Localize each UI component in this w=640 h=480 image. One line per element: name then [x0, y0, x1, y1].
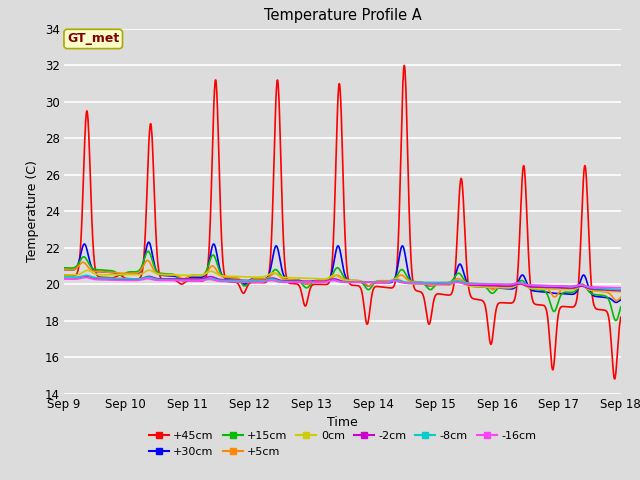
+45cm: [268, 215, 276, 221]
-2cm: [60, 276, 68, 282]
-8cm: [92, 275, 100, 280]
+5cm: [144, 258, 152, 264]
+45cm: [617, 314, 625, 320]
Line: +5cm: +5cm: [64, 261, 621, 300]
0cm: [440, 282, 448, 288]
-2cm: [83, 273, 91, 279]
Line: +30cm: +30cm: [64, 242, 621, 302]
+30cm: [440, 282, 448, 288]
+15cm: [60, 265, 68, 271]
Line: +45cm: +45cm: [64, 65, 621, 379]
+30cm: [617, 297, 625, 303]
-8cm: [82, 273, 90, 278]
+45cm: [440, 292, 448, 298]
+15cm: [92, 266, 100, 272]
+15cm: [179, 277, 187, 283]
+30cm: [291, 277, 298, 283]
0cm: [145, 267, 153, 273]
Line: -2cm: -2cm: [64, 276, 621, 291]
+45cm: [287, 281, 295, 287]
+5cm: [269, 271, 276, 277]
+30cm: [145, 240, 153, 245]
-2cm: [291, 278, 298, 284]
0cm: [617, 289, 625, 295]
+5cm: [60, 267, 68, 273]
-16cm: [617, 285, 625, 291]
+15cm: [145, 249, 152, 254]
-8cm: [291, 279, 298, 285]
Legend: +45cm, +30cm, +15cm, +5cm, 0cm, -2cm, -8cm, -16cm: +45cm, +30cm, +15cm, +5cm, 0cm, -2cm, -8…: [145, 426, 540, 461]
+30cm: [60, 267, 68, 273]
Line: +15cm: +15cm: [64, 252, 621, 321]
+45cm: [611, 376, 618, 382]
Text: GT_met: GT_met: [67, 33, 119, 46]
+5cm: [179, 276, 187, 282]
-8cm: [617, 287, 625, 292]
-2cm: [269, 275, 276, 281]
0cm: [287, 275, 295, 281]
+30cm: [179, 277, 187, 283]
-2cm: [179, 276, 187, 282]
+15cm: [287, 277, 295, 283]
-8cm: [269, 276, 276, 282]
+5cm: [617, 294, 625, 300]
+30cm: [287, 277, 295, 283]
+5cm: [613, 298, 621, 303]
+45cm: [92, 269, 100, 275]
0cm: [60, 272, 68, 278]
Title: Temperature Profile A: Temperature Profile A: [264, 9, 421, 24]
-16cm: [179, 277, 187, 283]
-2cm: [440, 281, 448, 287]
+15cm: [612, 318, 620, 324]
-16cm: [269, 278, 276, 284]
-16cm: [60, 276, 68, 282]
-8cm: [440, 280, 448, 286]
-16cm: [291, 279, 298, 285]
-2cm: [92, 276, 100, 282]
+15cm: [617, 304, 625, 310]
Line: -16cm: -16cm: [64, 277, 621, 288]
+45cm: [179, 281, 187, 287]
-2cm: [287, 278, 295, 284]
+5cm: [287, 277, 295, 283]
+45cm: [290, 281, 298, 287]
X-axis label: Time: Time: [327, 416, 358, 429]
-8cm: [287, 279, 295, 285]
+15cm: [440, 280, 448, 286]
+5cm: [291, 277, 298, 283]
+5cm: [440, 280, 448, 286]
-8cm: [179, 277, 187, 283]
+45cm: [400, 62, 408, 68]
+15cm: [269, 269, 276, 275]
Line: -8cm: -8cm: [64, 276, 621, 289]
0cm: [92, 271, 100, 277]
+30cm: [269, 255, 276, 261]
-16cm: [92, 276, 100, 282]
+30cm: [612, 300, 620, 305]
-16cm: [287, 279, 295, 285]
-16cm: [81, 275, 89, 280]
+30cm: [92, 268, 100, 274]
0cm: [269, 270, 276, 276]
-16cm: [440, 281, 448, 287]
-2cm: [617, 288, 625, 294]
+5cm: [92, 268, 100, 274]
Y-axis label: Temperature (C): Temperature (C): [26, 160, 39, 262]
+15cm: [291, 277, 298, 283]
+45cm: [60, 272, 68, 278]
Line: 0cm: 0cm: [64, 270, 621, 292]
-8cm: [60, 274, 68, 280]
0cm: [179, 272, 187, 278]
0cm: [291, 275, 298, 281]
